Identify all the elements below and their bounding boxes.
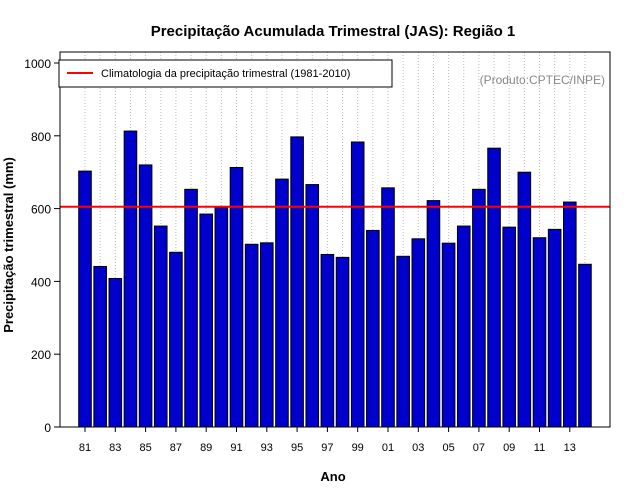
bar-94 <box>275 178 289 428</box>
y-tick-label: 800 <box>31 130 51 144</box>
x-tick-label: 03 <box>412 442 424 454</box>
x-tick-label: 11 <box>534 442 545 454</box>
legend-label: Climatologia da precipitação trimestral … <box>101 68 350 80</box>
bar-96 <box>305 184 320 428</box>
bar-13 <box>563 201 577 428</box>
bar-14 <box>578 263 592 428</box>
bar-02 <box>396 255 410 428</box>
y-tick-label: 400 <box>31 275 51 289</box>
x-tick-label: 89 <box>200 442 212 454</box>
bar-83 <box>108 277 123 428</box>
x-tick-label: 91 <box>230 442 242 454</box>
x-tick-label: 99 <box>352 442 364 454</box>
bar-03 <box>411 238 426 428</box>
bar-04 <box>426 200 441 428</box>
plot-area-border <box>59 51 611 428</box>
x-tick-label: 93 <box>261 442 273 454</box>
bar-95 <box>290 136 304 428</box>
x-tick-label: 81 <box>79 442 91 454</box>
bar-12 <box>547 228 562 428</box>
bar-89 <box>199 213 213 428</box>
x-axis: 81 83 85 87 89 91 93 95 97 99 01 03 05 07 09 11 13 <box>79 427 576 454</box>
bar-08 <box>487 147 501 428</box>
bar-99 <box>350 141 365 428</box>
bar-10 <box>517 171 532 428</box>
bar-98 <box>335 256 350 428</box>
bar-09 <box>502 226 516 428</box>
bar-97 <box>320 253 335 428</box>
bar-85 <box>138 164 153 428</box>
bar-81 <box>78 170 92 428</box>
y-tick-label: 0 <box>44 421 51 435</box>
product-credit: (Produto:CPTEC/INPE) <box>480 73 605 87</box>
bar-01 <box>381 187 395 428</box>
chart-title: Precipitação Acumulada Trimestral (JAS):… <box>151 23 516 40</box>
bar-00 <box>366 229 380 428</box>
bar-92 <box>244 243 259 428</box>
x-tick-label: 09 <box>503 442 515 454</box>
bar-88 <box>184 188 198 428</box>
bar-11 <box>532 237 547 428</box>
y-tick-label: 600 <box>31 203 51 217</box>
bar-90 <box>214 207 229 428</box>
x-tick-label: 83 <box>109 442 121 454</box>
bar-07 <box>472 188 486 428</box>
y-axis: 0 200 400 600 800 1000 <box>24 57 60 435</box>
y-tick-label: 200 <box>31 348 51 362</box>
legend: Climatologia da precipitação trimestral … <box>58 59 393 88</box>
x-tick-label: 95 <box>291 442 303 454</box>
x-tick-label: 05 <box>442 442 454 454</box>
legend-box <box>58 59 393 88</box>
bars <box>78 130 592 428</box>
x-tick-label: 87 <box>170 442 182 454</box>
x-tick-label: 97 <box>321 442 333 454</box>
y-tick-label: 1000 <box>24 57 51 71</box>
x-tick-label: 01 <box>382 442 394 454</box>
bar-05 <box>441 242 456 428</box>
bar-93 <box>260 242 274 428</box>
x-tick-label: 07 <box>473 442 485 454</box>
bar-82 <box>93 265 107 428</box>
bar-06 <box>456 225 471 428</box>
x-tick-label: 85 <box>139 442 151 454</box>
x-axis-label: Ano <box>320 469 345 484</box>
bar-86 <box>153 225 168 428</box>
x-tick-label: 13 <box>564 442 576 454</box>
bar-84 <box>123 130 138 428</box>
bar-87 <box>169 251 183 428</box>
y-axis-label: Precipitação trimestral (mm) <box>1 157 16 333</box>
